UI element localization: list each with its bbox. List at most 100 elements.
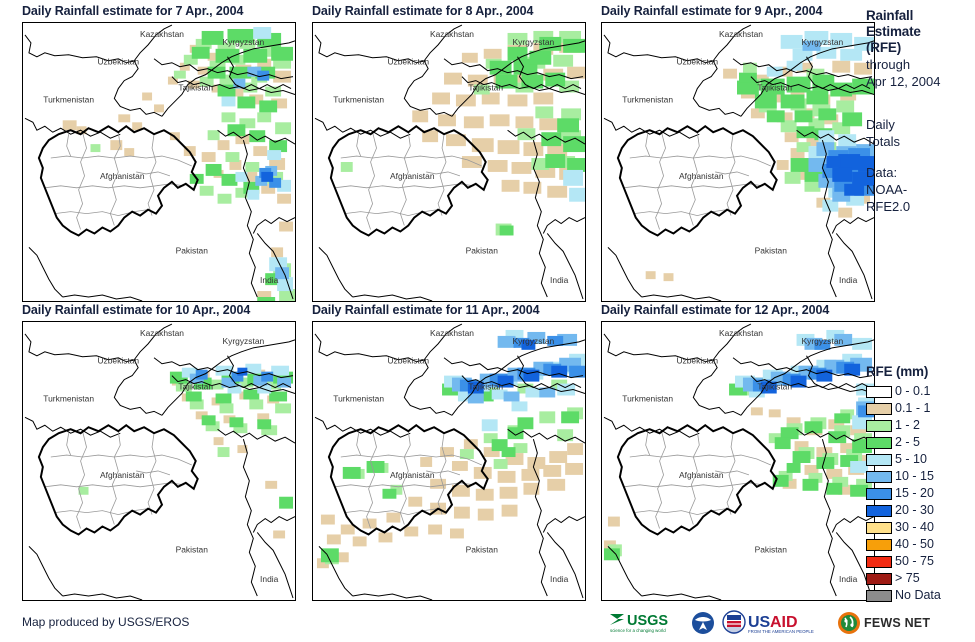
map-frame[interactable]: Kazakhstan Kyrgyzstan Uzbekistan Tajikista… <box>22 321 296 601</box>
map-frame[interactable]: Kazakhstan Kyrgyzstan Uzbekistan Tajikista… <box>312 22 586 302</box>
rainfall-map: Kazakhstan Kyrgyzstan Uzbekistan Tajikista… <box>602 23 874 301</box>
fewsnet-logo[interactable]: FEWS NET <box>837 611 930 635</box>
map-panel-5: Daily Rainfall estimate for 11 Apr., 200… <box>312 303 586 601</box>
legend-label: 2 - 5 <box>895 435 921 449</box>
info-data-line2: RFE2.0 <box>866 199 911 214</box>
svg-text:Kyrgyzstan: Kyrgyzstan <box>802 37 844 47</box>
legend-item[interactable]: > 75 <box>866 570 974 587</box>
svg-text:Uzbekistan: Uzbekistan <box>676 356 718 366</box>
info-through-label: through <box>866 57 911 72</box>
info-data-label: Data: <box>866 165 898 180</box>
svg-text:Tajikistan: Tajikistan <box>757 83 792 93</box>
map-panel-1: Daily Rainfall estimate for 7 Apr., 2004 <box>22 4 296 302</box>
rfe-legend: RFE (mm) 0 - 0.1 0.1 - 1 1 - 2 2 - 5 5 -… <box>866 364 974 604</box>
svg-text:Pakistan: Pakistan <box>755 245 788 255</box>
svg-text:Tajikistan: Tajikistan <box>757 382 792 392</box>
fewsnet-label: FEWS NET <box>864 616 931 630</box>
legend-item[interactable]: 5 - 10 <box>866 451 974 468</box>
legend-item[interactable]: 15 - 20 <box>866 485 974 502</box>
svg-text:Turkmenistan: Turkmenistan <box>333 393 384 403</box>
info-totals-line1: Daily <box>866 117 895 132</box>
map-frame[interactable]: Kazakhstan Kyrgyzstan Uzbekistan Tajikista… <box>601 321 875 601</box>
fewsnet-logo-mark <box>838 612 860 634</box>
svg-text:Tajikistan: Tajikistan <box>468 382 503 392</box>
svg-text:Turkmenistan: Turkmenistan <box>622 94 673 104</box>
usaid-logo[interactable]: US AID FROM THE AMERICAN PEOPLE <box>722 610 830 636</box>
noaa-logo[interactable] <box>691 611 715 635</box>
svg-text:Pakistan: Pakistan <box>466 544 499 554</box>
legend-swatch <box>866 538 892 551</box>
map-panel-6: Daily Rainfall estimate for 12 Apr., 200… <box>601 303 875 601</box>
legend-item[interactable]: 2 - 5 <box>866 434 974 451</box>
legend-swatch <box>866 521 892 534</box>
svg-text:US: US <box>748 614 771 631</box>
legend-swatch <box>866 589 892 602</box>
usgs-logo[interactable]: USGS science for a changing world <box>608 610 684 636</box>
panel-title: Daily Rainfall estimate for 11 Apr., 200… <box>312 303 540 317</box>
country-label: Kyrgyzstan <box>223 37 265 47</box>
legend-swatch <box>866 436 892 449</box>
svg-text:India: India <box>260 574 279 584</box>
svg-text:Kyrgyzstan: Kyrgyzstan <box>513 37 555 47</box>
usgs-logo-mark: USGS science for a changing world <box>610 613 668 633</box>
legend-item[interactable]: 1 - 2 <box>866 417 974 434</box>
svg-text:Afghanistan: Afghanistan <box>100 470 145 480</box>
legend-label: 10 - 15 <box>895 469 934 483</box>
info-totals-line2: Totals <box>866 134 900 149</box>
info-through-date: Apr 12, 2004 <box>866 74 941 89</box>
svg-text:AID: AID <box>770 614 798 631</box>
legend-label: 40 - 50 <box>895 537 934 551</box>
map-frame[interactable]: Kazakhstan Kyrgyzstan Uzbekistan Tajikista… <box>312 321 586 601</box>
legend-title: RFE (mm) <box>866 364 929 379</box>
svg-text:Turkmenistan: Turkmenistan <box>333 94 384 104</box>
legend-item[interactable]: No Data <box>866 587 974 604</box>
legend-label: > 75 <box>895 571 920 585</box>
svg-text:Pakistan: Pakistan <box>755 544 788 554</box>
svg-text:Uzbekistan: Uzbekistan <box>97 356 139 366</box>
legend-label: 30 - 40 <box>895 520 934 534</box>
map-frame[interactable]: Kazakhstan Kyrgyzstan Uzbekistan Tajikis… <box>22 22 296 302</box>
legend-item[interactable]: 30 - 40 <box>866 519 974 536</box>
svg-text:Turkmenistan: Turkmenistan <box>43 393 94 403</box>
usaid-logo-mark: US AID FROM THE AMERICAN PEOPLE <box>722 610 814 634</box>
legend-swatch <box>866 453 892 466</box>
legend-swatch <box>866 504 892 517</box>
rainfall-map: Kazakhstan Kyrgyzstan Uzbekistan Tajikista… <box>313 23 585 301</box>
svg-text:Uzbekistan: Uzbekistan <box>387 356 429 366</box>
legend-label: 5 - 10 <box>895 452 927 466</box>
info-title-line1: Rainfall <box>866 8 914 23</box>
legend-item[interactable]: 40 - 50 <box>866 536 974 553</box>
legend-label: 0.1 - 1 <box>895 401 931 415</box>
legend-item[interactable]: 0 - 0.1 <box>866 383 974 400</box>
svg-text:Uzbekistan: Uzbekistan <box>387 57 429 67</box>
svg-text:science for a changing world: science for a changing world <box>610 628 666 633</box>
svg-text:Kazakhstan: Kazakhstan <box>430 29 474 39</box>
map-panel-2: Daily Rainfall estimate for 8 Apr., 2004 <box>312 4 586 302</box>
country-label: Kazakhstan <box>140 29 184 39</box>
svg-text:Tajikistan: Tajikistan <box>178 382 213 392</box>
svg-text:Kyrgyzstan: Kyrgyzstan <box>802 336 844 346</box>
panel-title: Daily Rainfall estimate for 12 Apr., 200… <box>601 303 830 317</box>
legend-item[interactable]: 50 - 75 <box>866 553 974 570</box>
svg-text:Kazakhstan: Kazakhstan <box>719 328 763 338</box>
svg-text:Afghanistan: Afghanistan <box>679 171 724 181</box>
svg-text:Kazakhstan: Kazakhstan <box>430 328 474 338</box>
legend-item[interactable]: 20 - 30 <box>866 502 974 519</box>
info-title-line3: (RFE) <box>866 40 901 55</box>
country-label: Uzbekistan <box>97 57 139 67</box>
legend-label: 1 - 2 <box>895 418 921 432</box>
legend-swatch <box>866 385 892 398</box>
svg-text:Afghanistan: Afghanistan <box>390 171 435 181</box>
svg-text:Kyrgyzstan: Kyrgyzstan <box>223 336 265 346</box>
svg-text:Afghanistan: Afghanistan <box>679 470 724 480</box>
legend-item[interactable]: 0.1 - 1 <box>866 400 974 417</box>
svg-text:Pakistan: Pakistan <box>176 544 209 554</box>
panel-title: Daily Rainfall estimate for 8 Apr., 2004 <box>312 4 534 18</box>
legend-item[interactable]: 10 - 15 <box>866 468 974 485</box>
map-info-column: Rainfall Estimate (RFE) through Apr 12, … <box>866 8 974 215</box>
map-credit: Map produced by USGS/EROS <box>22 615 190 629</box>
map-frame[interactable]: Kazakhstan Kyrgyzstan Uzbekistan Tajikista… <box>601 22 875 302</box>
info-data-line1: NOAA- <box>866 182 908 197</box>
svg-text:India: India <box>550 574 569 584</box>
svg-text:Tajikistan: Tajikistan <box>468 83 503 93</box>
